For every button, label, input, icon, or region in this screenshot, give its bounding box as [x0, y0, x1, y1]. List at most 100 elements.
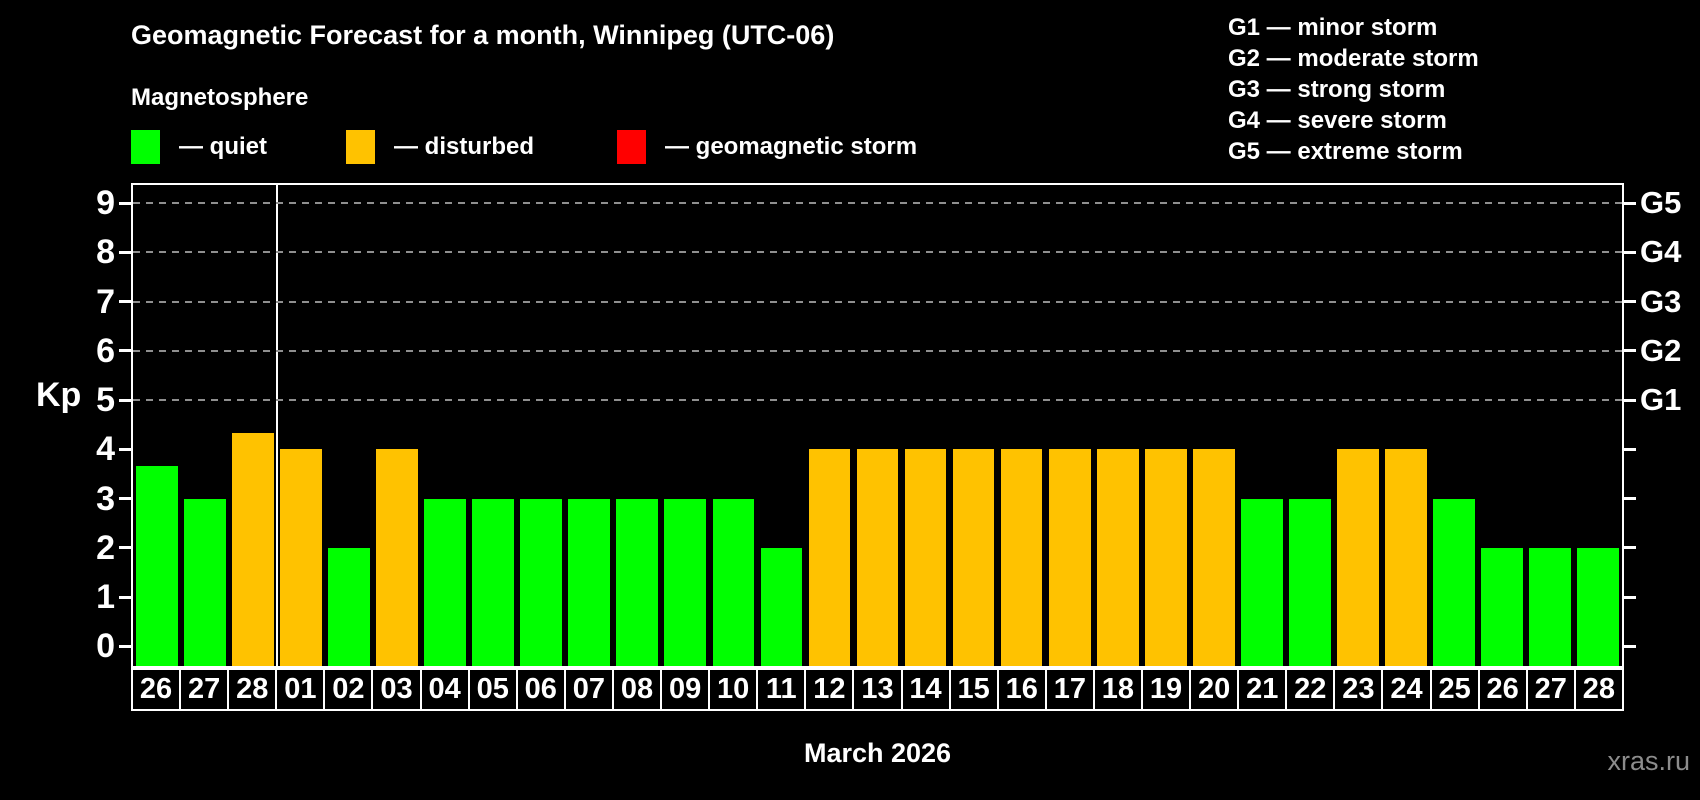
bar-slot-14	[902, 185, 950, 666]
date-label-03: 03	[371, 668, 422, 711]
g-scale-label-g5: G5	[1640, 185, 1682, 221]
y-axis-tick-right	[1624, 201, 1636, 205]
bar-slot-08	[613, 185, 661, 666]
bars-container	[133, 185, 1622, 666]
legend-label-storm: — geomagnetic storm	[665, 133, 918, 160]
gridline-kp-5	[133, 399, 1622, 402]
y-axis-tick-right	[1624, 447, 1636, 451]
kp-bar-day-17	[1048, 449, 1091, 666]
kp-bar-day-11	[760, 547, 803, 666]
y-axis-tick-right	[1624, 546, 1636, 550]
date-label-15: 15	[948, 668, 999, 711]
bar-slot-03	[373, 185, 421, 666]
date-label-27: 27	[1525, 668, 1576, 711]
bar-slot-13	[853, 185, 901, 666]
y-tick-label-1: 1	[96, 578, 115, 617]
y-axis-tick-left	[119, 250, 131, 254]
g-scale-label-g2: G2	[1640, 332, 1682, 368]
kp-bar-day-26	[136, 465, 178, 666]
gridline-kp-8	[133, 251, 1622, 254]
kp-bar-day-23	[1336, 449, 1379, 666]
legend-item-storm: — geomagnetic storm	[617, 130, 917, 164]
legend-label-disturbed: — disturbed	[394, 133, 535, 160]
bar-slot-18	[1094, 185, 1142, 666]
kp-bar-day-18	[1096, 449, 1139, 666]
y-axis-tick-left	[119, 595, 131, 599]
y-tick-label-0: 0	[96, 627, 115, 666]
bar-slot-07	[565, 185, 613, 666]
bar-slot-21	[1238, 185, 1286, 666]
y-tick-label-2: 2	[96, 528, 115, 567]
bar-slot-27	[181, 185, 229, 666]
kp-legend: — quiet — disturbed — geomagnetic storm	[131, 130, 1031, 168]
month-boundary-line	[276, 185, 279, 666]
y-axis-title: Kp	[36, 376, 82, 414]
kp-bar-day-07	[568, 498, 611, 666]
date-label-12: 12	[804, 668, 855, 711]
kp-bar-day-19	[1144, 449, 1187, 666]
gridline-kp-9	[133, 202, 1622, 205]
bar-slot-17	[1046, 185, 1094, 666]
g-scale-legend: G1 — minor storm G2 — moderate storm G3 — …	[1228, 12, 1479, 167]
bar-slot-11	[757, 185, 805, 666]
legend-swatch-disturbed	[346, 130, 375, 164]
bar-slot-20	[1190, 185, 1238, 666]
gridline-kp-6	[133, 349, 1622, 352]
date-label-18: 18	[1092, 668, 1143, 711]
kp-bar-day-22	[1288, 498, 1331, 666]
date-label-26: 26	[1477, 668, 1528, 711]
chart-title: Geomagnetic Forecast for a month, Winnip…	[131, 20, 835, 50]
bar-slot-23	[1334, 185, 1382, 666]
date-label-17: 17	[1044, 668, 1095, 711]
watermark: xras.ru	[1607, 746, 1690, 776]
bar-slot-25	[1430, 185, 1478, 666]
date-label-06: 06	[515, 668, 566, 711]
kp-bar-day-27	[184, 498, 226, 666]
legend-swatch-storm	[617, 130, 646, 164]
g-legend-line-g2: G2 — moderate storm	[1228, 45, 1479, 72]
date-label-25: 25	[1429, 668, 1480, 711]
y-axis-tick-right	[1624, 349, 1636, 353]
bar-slot-19	[1142, 185, 1190, 666]
date-label-21: 21	[1237, 668, 1288, 711]
bar-slot-28	[1574, 185, 1622, 666]
kp-bar-day-26	[1481, 547, 1523, 666]
g-scale-label-g3: G3	[1640, 283, 1682, 319]
y-tick-label-3: 3	[96, 479, 115, 518]
bar-slot-26	[133, 185, 181, 666]
date-label-27: 27	[179, 668, 230, 711]
bar-slot-22	[1286, 185, 1334, 666]
kp-bar-day-09	[664, 498, 707, 666]
date-label-08: 08	[611, 668, 663, 711]
y-tick-label-5: 5	[96, 381, 115, 420]
g-scale-label-g1: G1	[1640, 382, 1682, 418]
kp-bar-day-10	[712, 498, 755, 666]
bar-slot-05	[469, 185, 517, 666]
date-label-28: 28	[227, 668, 278, 711]
y-axis-tick-right	[1624, 250, 1636, 254]
kp-bar-day-08	[616, 498, 659, 666]
y-tick-label-6: 6	[96, 331, 115, 370]
kp-bar-day-12	[808, 449, 851, 666]
kp-bar-day-04	[424, 498, 467, 666]
date-label-05: 05	[467, 668, 518, 711]
kp-bar-day-27	[1529, 547, 1571, 666]
bar-slot-27	[1526, 185, 1574, 666]
date-label-13: 13	[852, 668, 903, 711]
bar-slot-09	[661, 185, 709, 666]
date-label-11: 11	[756, 668, 807, 711]
date-label-28: 28	[1573, 668, 1624, 711]
g-scale-label-g4: G4	[1640, 234, 1682, 270]
date-label-02: 02	[323, 668, 374, 711]
bar-slot-06	[517, 185, 565, 666]
kp-bar-day-15	[952, 449, 995, 666]
y-axis-tick-left	[119, 201, 131, 205]
plot-area	[119, 183, 1636, 668]
y-axis-tick-right	[1624, 644, 1636, 648]
bar-slot-02	[325, 185, 373, 666]
y-tick-label-7: 7	[96, 282, 115, 321]
g-legend-line-g1: G1 — minor storm	[1228, 14, 1438, 41]
kp-bar-day-25	[1432, 498, 1475, 666]
date-label-24: 24	[1381, 668, 1432, 711]
y-axis-tick-left	[119, 300, 131, 304]
